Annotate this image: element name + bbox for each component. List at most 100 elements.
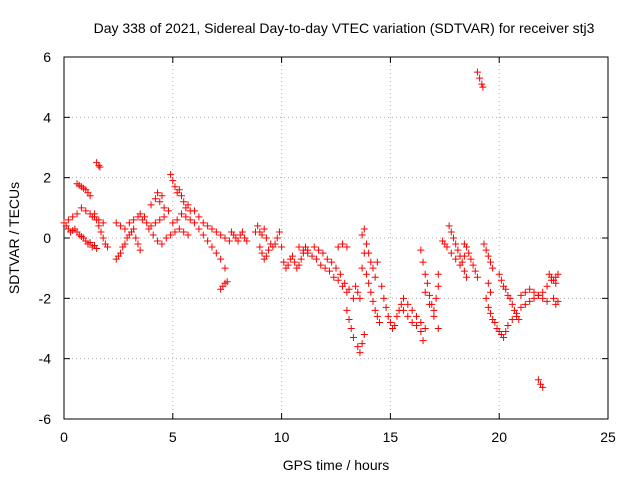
data-point [365, 279, 373, 287]
data-point [284, 261, 292, 269]
data-point [484, 252, 492, 260]
data-point [99, 234, 107, 242]
y-tick-label: 4 [43, 109, 51, 125]
data-point [530, 288, 538, 296]
data-point [199, 219, 207, 227]
y-tick-label: 6 [43, 49, 51, 65]
data-point [178, 210, 186, 218]
data-point [334, 276, 342, 284]
data-point [486, 309, 494, 317]
data-point [413, 312, 421, 320]
data-point [473, 273, 481, 281]
data-point [476, 74, 484, 82]
data-point [121, 225, 129, 233]
data-point [86, 192, 94, 200]
data-point [454, 246, 462, 254]
data-point [217, 255, 225, 263]
data-point [369, 264, 377, 272]
data-point [273, 234, 281, 242]
data-point [136, 210, 144, 218]
data-point [500, 334, 508, 342]
data-point [182, 213, 190, 221]
data-point [199, 231, 207, 239]
data-point [432, 294, 440, 302]
data-point [130, 225, 138, 233]
data-point [117, 249, 125, 257]
data-point [550, 294, 558, 302]
data-point [467, 255, 475, 263]
data-point [349, 334, 357, 342]
data-point [73, 210, 81, 218]
data-point [358, 231, 366, 239]
data-point [323, 255, 331, 263]
data-point [539, 383, 547, 391]
data-point [154, 237, 162, 245]
data-point [186, 216, 194, 224]
data-point [504, 321, 512, 329]
data-point [339, 240, 347, 248]
data-point [362, 270, 370, 278]
data-point [399, 294, 407, 302]
data-point [399, 306, 407, 314]
data-point [434, 270, 442, 278]
data-point [130, 216, 138, 224]
data-point [497, 276, 505, 284]
data-point [530, 294, 538, 302]
data-point [162, 234, 170, 242]
data-point [278, 243, 286, 251]
data-point [262, 234, 270, 242]
data-point [69, 213, 77, 221]
data-point [380, 294, 388, 302]
data-point [141, 213, 149, 221]
data-point [158, 240, 166, 248]
data-point [315, 246, 323, 254]
data-point [175, 225, 183, 233]
data-point [502, 285, 510, 293]
data-point [330, 273, 338, 281]
data-point [154, 189, 162, 197]
data-point [393, 312, 401, 320]
data-point [343, 243, 351, 251]
data-point [156, 198, 164, 206]
data-point [275, 228, 283, 236]
data-point [397, 300, 405, 308]
data-point [526, 285, 534, 293]
data-point [358, 340, 366, 348]
data-point [421, 288, 429, 296]
data-point [160, 213, 168, 221]
data-point [426, 291, 434, 299]
data-point [460, 252, 468, 260]
data-point [371, 273, 379, 281]
data-point [328, 258, 336, 266]
data-point [221, 234, 229, 242]
data-point [121, 240, 129, 248]
data-point [195, 225, 203, 233]
grid [64, 57, 608, 419]
y-tick-label: 2 [43, 170, 51, 186]
data-point [360, 225, 368, 233]
data-point [143, 219, 151, 227]
x-tick-label: 10 [274, 429, 290, 445]
data-point [336, 270, 344, 278]
data-point [164, 207, 172, 215]
y-tick-label: -2 [39, 290, 52, 306]
data-point [151, 219, 159, 227]
data-point [136, 246, 144, 254]
data-point [221, 264, 229, 272]
data-point [356, 294, 364, 302]
data-point [258, 249, 266, 257]
data-point [471, 267, 479, 275]
data-point [262, 252, 270, 260]
data-point [341, 279, 349, 287]
data-point [352, 282, 360, 290]
data-point [295, 261, 303, 269]
data-point [358, 264, 366, 272]
plot-frame [63, 56, 609, 420]
data-point [486, 258, 494, 266]
data-point [90, 210, 98, 218]
data-point [225, 237, 233, 245]
data-point [417, 246, 425, 254]
data-point [354, 343, 362, 351]
data-point [86, 239, 94, 247]
data-point [502, 328, 510, 336]
